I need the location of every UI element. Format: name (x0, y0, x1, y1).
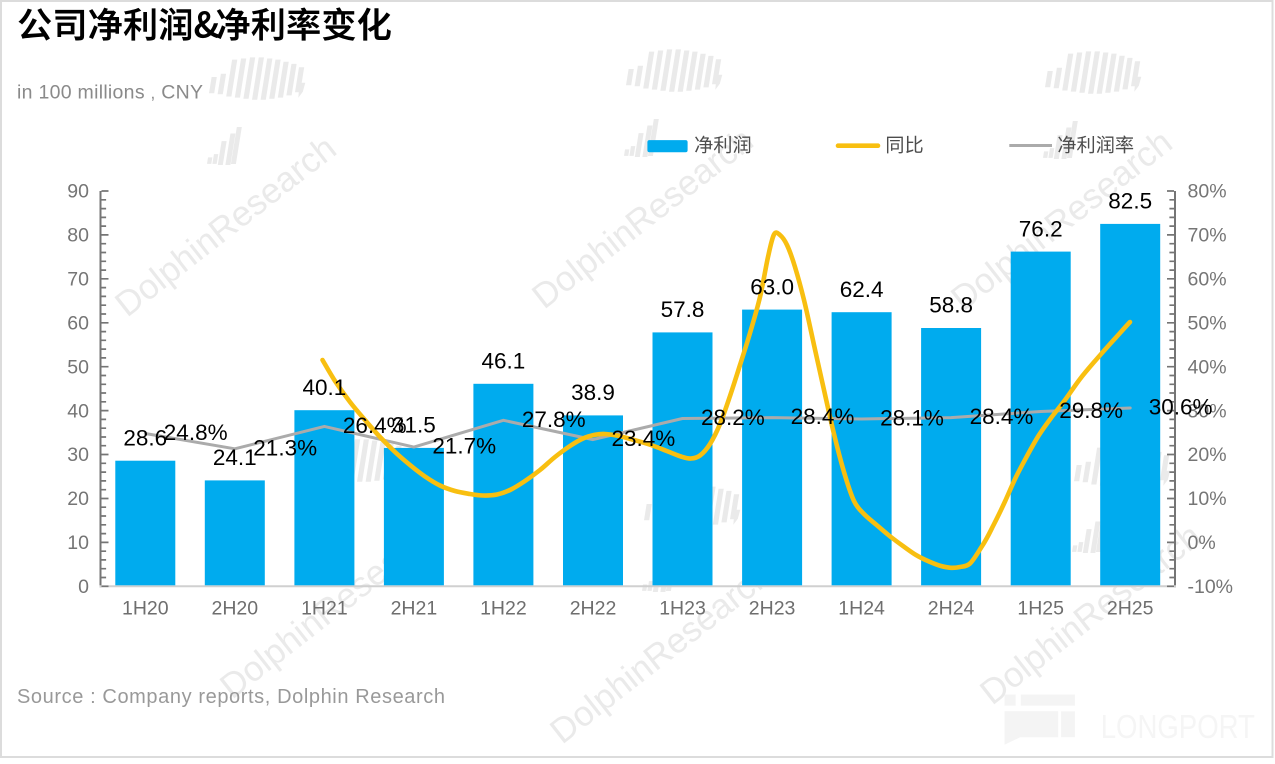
svg-text:80: 80 (67, 225, 89, 247)
svg-text:2H24: 2H24 (928, 598, 975, 620)
svg-text:0%: 0% (1188, 532, 1216, 554)
svg-text:50: 50 (67, 356, 89, 378)
svg-text:-10%: -10% (1188, 576, 1234, 598)
svg-text:0: 0 (78, 576, 89, 598)
svg-text:60: 60 (67, 313, 89, 335)
svg-text:63.0: 63.0 (750, 274, 794, 299)
svg-text:57.8: 57.8 (661, 297, 705, 322)
svg-text:27.8%: 27.8% (522, 407, 586, 432)
svg-text:24.8%: 24.8% (164, 420, 228, 445)
svg-text:2H25: 2H25 (1107, 598, 1154, 620)
svg-text:1H21: 1H21 (301, 598, 348, 620)
svg-text:76.2: 76.2 (1019, 216, 1063, 241)
svg-text:46.1: 46.1 (482, 349, 526, 374)
svg-text:30.6%: 30.6% (1149, 395, 1213, 420)
svg-text:30: 30 (67, 444, 89, 466)
svg-text:28.6: 28.6 (123, 425, 167, 450)
svg-text:Source : Company reports, Dolp: Source : Company reports, Dolphin Resear… (17, 686, 445, 708)
svg-text:10%: 10% (1188, 488, 1227, 510)
svg-text:24.1: 24.1 (213, 445, 257, 470)
svg-text:70%: 70% (1188, 225, 1227, 247)
svg-text:58.8: 58.8 (929, 293, 973, 318)
svg-text:10: 10 (67, 532, 89, 554)
svg-text:70: 70 (67, 269, 89, 291)
svg-text:82.5: 82.5 (1108, 189, 1152, 214)
svg-text:2H20: 2H20 (211, 598, 258, 620)
svg-text:29.8%: 29.8% (1059, 398, 1123, 423)
svg-text:40: 40 (67, 400, 89, 422)
svg-text:28.4%: 28.4% (970, 404, 1034, 429)
svg-text:26.4%: 26.4% (343, 413, 407, 438)
svg-text:1H23: 1H23 (659, 598, 706, 620)
svg-text:LONGPORT: LONGPORT (1101, 708, 1255, 746)
svg-text:1H25: 1H25 (1017, 598, 1064, 620)
svg-text:23.4%: 23.4% (612, 426, 676, 451)
svg-text:90: 90 (67, 181, 89, 203)
svg-text:21.3%: 21.3% (253, 435, 317, 460)
svg-text:1H20: 1H20 (122, 598, 169, 620)
svg-text:in 100 millions , CNY: in 100 millions , CNY (17, 82, 203, 104)
svg-text:2H21: 2H21 (391, 598, 438, 620)
svg-text:30%: 30% (1188, 400, 1227, 422)
svg-text:1H24: 1H24 (838, 598, 885, 620)
svg-text:60%: 60% (1188, 269, 1227, 291)
svg-text:2H22: 2H22 (570, 598, 617, 620)
svg-text:28.1%: 28.1% (880, 406, 944, 431)
svg-text:21.7%: 21.7% (432, 434, 496, 459)
svg-text:40.1: 40.1 (303, 375, 347, 400)
svg-text:62.4: 62.4 (840, 277, 884, 302)
svg-text:38.9: 38.9 (571, 380, 615, 405)
svg-text:20: 20 (67, 488, 89, 510)
svg-text:50%: 50% (1188, 313, 1227, 335)
svg-text:80%: 80% (1188, 181, 1227, 203)
svg-text:20%: 20% (1188, 444, 1227, 466)
svg-text:31.5: 31.5 (392, 413, 436, 438)
svg-text:28.2%: 28.2% (701, 405, 765, 430)
svg-text:28.4%: 28.4% (791, 404, 855, 429)
svg-text:2H23: 2H23 (749, 598, 796, 620)
svg-text:1H22: 1H22 (480, 598, 527, 620)
svg-text:40%: 40% (1188, 356, 1227, 378)
